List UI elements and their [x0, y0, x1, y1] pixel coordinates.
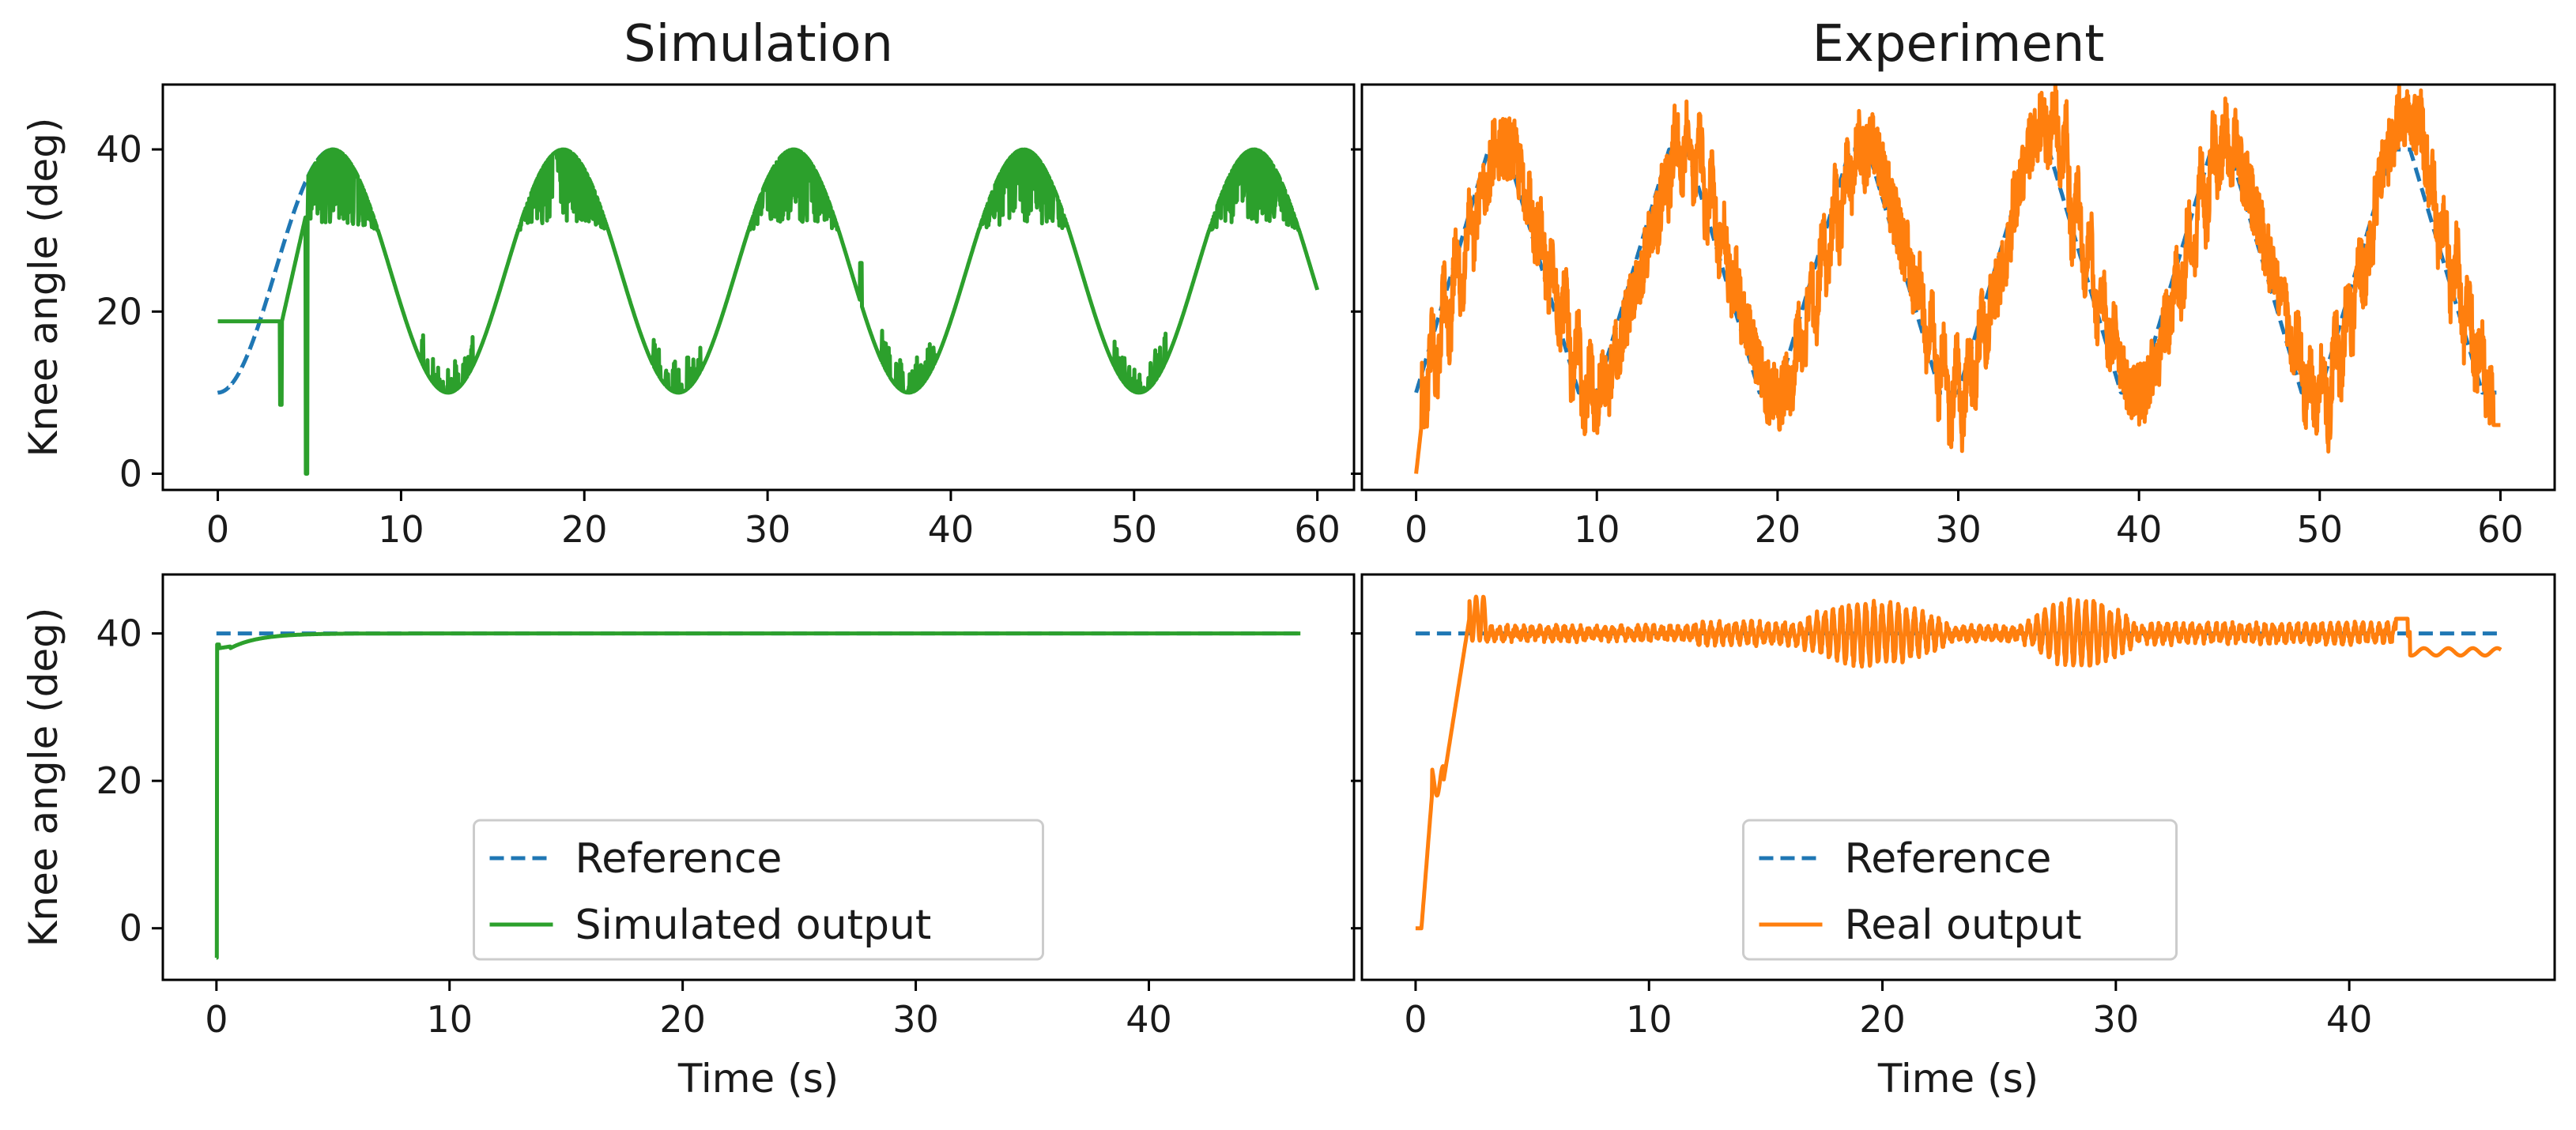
x-tick-label: 60 — [2477, 508, 2524, 551]
legend-label: Reference — [1845, 835, 2052, 883]
legend-box — [473, 819, 1044, 961]
legend: Reference Simulated output — [473, 819, 1044, 961]
x-tick-label: 40 — [2116, 508, 2163, 551]
x-tick-label: 0 — [205, 998, 228, 1041]
axes-frame — [161, 573, 1356, 981]
legend-box — [1742, 819, 2178, 961]
x-tick-label: 30 — [745, 508, 791, 551]
series-real — [1413, 594, 2503, 931]
legend-label: Simulated output — [575, 902, 932, 949]
series-simulated — [214, 631, 1303, 960]
plot-area — [1414, 85, 2502, 474]
x-tick-label: 30 — [1935, 508, 1982, 551]
panel-exp-step: 0 10 20 30 40 Time (s) Reference Real output — [1351, 573, 2556, 1102]
x-tick-label: 20 — [659, 998, 706, 1041]
y-axis-title: Knee angle (deg) — [21, 118, 66, 458]
x-tick-label: 20 — [561, 508, 608, 551]
y-tick-label: 20 — [96, 290, 142, 333]
series-real — [1414, 85, 2502, 474]
x-tick-label: 40 — [2326, 998, 2373, 1041]
x-tick-label: 60 — [1294, 508, 1341, 551]
plot-area — [216, 147, 1320, 476]
x-tick-label: 50 — [2296, 508, 2343, 551]
x-tick-label: 30 — [892, 998, 939, 1041]
x-tick-label: 0 — [1404, 998, 1427, 1041]
x-axis-title: Time (s) — [677, 1056, 839, 1102]
x-tick-label: 40 — [1126, 998, 1172, 1041]
x-tick-label: 20 — [1859, 998, 1906, 1041]
x-tick-label: 20 — [1755, 508, 1801, 551]
x-tick-label: 10 — [378, 508, 424, 551]
plot-area — [1413, 594, 2503, 931]
y-axis-title: Knee angle (deg) — [21, 608, 66, 947]
x-tick-label: 10 — [1626, 998, 1673, 1041]
legend: Reference Real output — [1742, 819, 2178, 961]
legend-label: Reference — [575, 835, 783, 883]
y-tick-label: 0 — [119, 907, 142, 950]
axes-frame — [1360, 573, 2556, 981]
x-tick-label: 10 — [426, 998, 473, 1041]
panel-title: Experiment — [1812, 15, 2105, 73]
series-simulated — [216, 147, 1320, 476]
y-tick-label: 0 — [119, 452, 142, 495]
panel-sim-sine: 0 10 20 30 40 50 60 0 20 40 Simulation Knee angle (… — [21, 15, 1356, 551]
x-tick-label: 50 — [1111, 508, 1158, 551]
axes-frame — [161, 83, 1356, 492]
x-tick-label: 40 — [928, 508, 975, 551]
legend-label: Real output — [1845, 902, 2082, 949]
panel-exp-sine: 0 10 20 30 40 50 60 Experiment — [1351, 15, 2556, 551]
axes-frame — [1360, 83, 2556, 492]
x-tick-label: 0 — [206, 508, 229, 551]
plot-area — [214, 631, 1303, 960]
x-axis-title: Time (s) — [1877, 1056, 2039, 1102]
panel-sim-step: 0 10 20 30 40 0 20 40 Time (s) Knee angle (deg) Re… — [21, 573, 1356, 1102]
y-tick-label: 40 — [96, 128, 142, 171]
y-tick-label: 20 — [96, 759, 142, 802]
y-tick-label: 40 — [96, 612, 142, 655]
x-tick-label: 30 — [2093, 998, 2140, 1041]
panel-title: Simulation — [624, 15, 893, 73]
x-tick-label: 10 — [1574, 508, 1620, 551]
x-tick-label: 0 — [1405, 508, 1428, 551]
